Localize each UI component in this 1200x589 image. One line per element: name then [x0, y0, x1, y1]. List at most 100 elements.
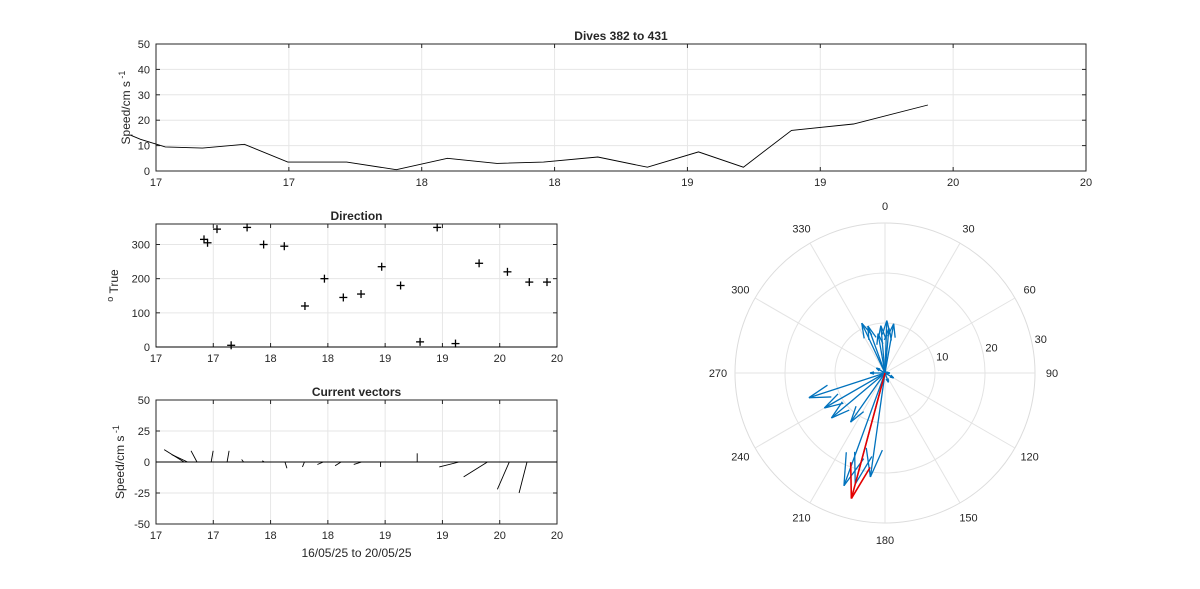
vectors-stick [226, 450, 230, 463]
vectors-x-tick-label: 20 [494, 530, 506, 542]
vectors-stick [262, 460, 265, 463]
direction-marker [203, 238, 212, 247]
polar-vector-head [893, 323, 896, 338]
direction-y-label: o True [105, 269, 121, 302]
direction-marker [200, 235, 208, 244]
vectors-x-tick-label: 18 [322, 530, 334, 542]
polar-spoke [809, 242, 886, 374]
vectors-y-tick-label: 25 [138, 426, 150, 438]
vectors-stick [463, 461, 488, 478]
polar-vector-shaft [824, 372, 886, 409]
direction-marker [377, 262, 386, 271]
direction-marker [357, 290, 366, 299]
polar-vector-head [849, 406, 857, 423]
polar-vector [884, 323, 896, 374]
polar-vector-head [850, 411, 865, 423]
polar-spoke [809, 372, 886, 504]
direction-marker [525, 278, 534, 287]
polar-theta-label: 0 [882, 201, 888, 213]
polar-vector [884, 372, 890, 383]
polar-theta-label: 300 [731, 285, 749, 297]
vectors-y-tick-label: -50 [134, 519, 150, 531]
direction-marker [433, 223, 442, 232]
direction-x-tick-label: 20 [494, 353, 506, 365]
direction-marker [320, 274, 329, 283]
direction-marker [416, 337, 425, 346]
polar-spoke [884, 297, 1016, 374]
speed-x-tick-label: 19 [814, 177, 826, 189]
vectors-x-tick-label: 18 [264, 530, 276, 542]
direction-x-tick-label: 19 [436, 353, 448, 365]
polar-spoke [884, 372, 961, 504]
vectors-stick [302, 461, 305, 468]
speed-title: Dives 382 to 431 [574, 29, 668, 43]
polar-theta-label: 240 [731, 452, 749, 464]
polar-vector-head [808, 384, 828, 399]
vectors-stick [210, 450, 214, 463]
direction-marker [339, 293, 348, 302]
direction-marker [280, 242, 289, 251]
direction-x-tick-label: 18 [264, 353, 276, 365]
speed-x-tick-label: 20 [947, 177, 959, 189]
direction-x-tick-label: 18 [322, 353, 334, 365]
polar-vector-shaft [884, 320, 888, 374]
direction-y-tick-label: 300 [132, 240, 150, 252]
polar-vector-shaft [869, 372, 886, 478]
polar-vector [861, 322, 886, 374]
polar-theta-label: 330 [792, 223, 810, 235]
speed-y-label: Speed/cm s -1 [117, 71, 133, 145]
polar-r-label: 10 [936, 351, 948, 363]
direction-x-tick-label: 17 [207, 353, 219, 365]
polar-vector-head [869, 372, 875, 375]
polar-r-label: 30 [1035, 334, 1047, 346]
polar-vector-shaft [884, 323, 895, 374]
polar-vector-head [823, 393, 839, 409]
polar-vector-head [876, 333, 879, 345]
polar-theta-label: 270 [709, 368, 727, 380]
polar-vector [876, 333, 886, 374]
polar-vector [823, 372, 886, 409]
speed-x-tick-label: 19 [681, 177, 693, 189]
vectors-stick [439, 461, 460, 468]
direction-marker [475, 259, 484, 268]
polar-r-label: 20 [985, 343, 997, 355]
speed-axes-box [155, 43, 1087, 172]
vectors-stick [284, 461, 288, 469]
polar-vector-head [886, 320, 892, 335]
vectors-stick [241, 459, 244, 463]
polar-vector-head [830, 401, 843, 419]
polar-theta-label: 30 [962, 223, 974, 235]
polar-theta-label: 60 [1024, 285, 1036, 297]
direction-marker [300, 302, 309, 310]
vectors-y-tick-label: 50 [138, 395, 150, 407]
direction-marker [259, 240, 268, 249]
speed-y-tick-label: 20 [138, 115, 150, 127]
polar-vector [885, 371, 891, 375]
polar-mean-vector-head [849, 462, 853, 499]
polar-vector-head [886, 323, 895, 337]
polar-theta-label: 120 [1020, 452, 1038, 464]
vectors-y-tick-label: -25 [134, 488, 150, 500]
direction-marker [396, 281, 405, 290]
speed-y-tick-label: 50 [138, 39, 150, 51]
direction-marker [243, 223, 252, 232]
polar-vector-head [808, 396, 832, 399]
vectors-title: Current vectors [312, 385, 402, 399]
direction-marker [543, 278, 551, 287]
polar-vector-head [861, 323, 865, 339]
polar-vector [865, 372, 886, 478]
speed-x-tick-label: 18 [416, 177, 428, 189]
polar-mean-vector [849, 372, 886, 499]
speed-y-tick-label: 40 [138, 64, 150, 76]
direction-x-tick-label: 17 [150, 353, 162, 365]
polar-vector [849, 372, 886, 423]
speed-x-tick-label: 17 [150, 177, 162, 189]
polar-vector-head [861, 322, 873, 336]
polar-spoke [884, 242, 961, 374]
speed-x-tick-label: 18 [548, 177, 560, 189]
polar-vector-shaft [861, 322, 886, 374]
speed-x-tick-label: 17 [283, 177, 295, 189]
polar-vector [869, 371, 885, 375]
polar-vector [830, 372, 886, 419]
direction-y-tick-label: 200 [132, 274, 150, 286]
